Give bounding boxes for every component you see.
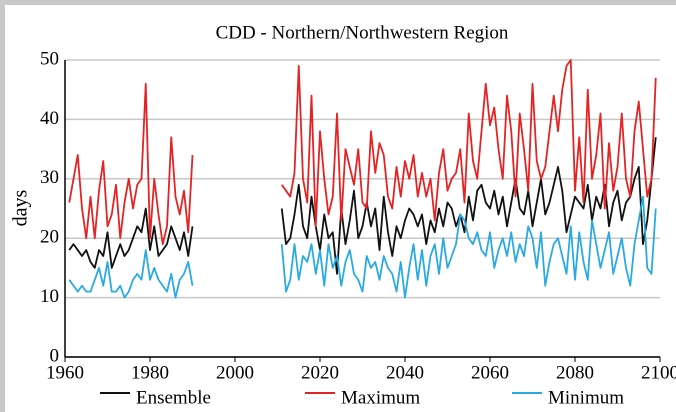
y-tick-label: 40 xyxy=(40,108,59,129)
y-tick-label: 10 xyxy=(40,286,59,307)
legend-label: Ensemble xyxy=(136,387,211,408)
y-tick-label: 20 xyxy=(40,227,59,248)
x-tick-label: 2080 xyxy=(556,362,594,383)
series-line xyxy=(68,137,657,275)
x-tick-label: 1980 xyxy=(131,362,169,383)
x-tick-label: 2100 xyxy=(641,362,676,383)
series-line xyxy=(68,59,657,246)
y-axis-label: days xyxy=(10,189,32,226)
x-tick-label: 2000 xyxy=(216,362,254,383)
legend-label: Minimum xyxy=(548,387,624,408)
legend-label: Maximum xyxy=(341,387,420,408)
y-tick-label: 0 xyxy=(50,345,60,366)
y-tick-label: 50 xyxy=(40,48,59,69)
series-line xyxy=(68,195,657,299)
x-tick-label: 2020 xyxy=(301,362,339,383)
chart-title: CDD - Northern/Northwestern Region xyxy=(216,22,509,43)
x-tick-label: 2060 xyxy=(471,362,509,383)
x-tick-label: 1960 xyxy=(46,362,84,383)
x-tick-label: 2040 xyxy=(386,362,424,383)
y-tick-label: 30 xyxy=(40,167,59,188)
